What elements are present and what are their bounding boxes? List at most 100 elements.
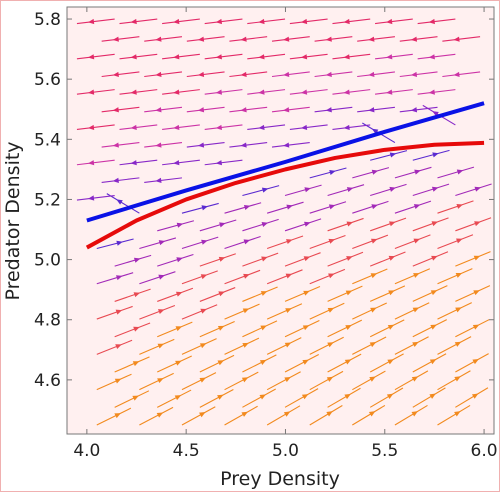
stream-arrow xyxy=(112,107,119,113)
stream-line xyxy=(114,288,151,302)
series-layer xyxy=(85,101,485,250)
stream-line xyxy=(224,303,260,320)
stream-line xyxy=(437,336,472,355)
stream-arrow xyxy=(386,54,393,60)
stream-arrow xyxy=(199,412,206,418)
stream-arrow xyxy=(388,290,395,296)
stream-arrow xyxy=(243,239,251,245)
stream-line xyxy=(352,336,387,355)
stream-arrow xyxy=(456,238,463,244)
stream-line xyxy=(369,285,406,302)
stream-arrow xyxy=(286,239,293,245)
stream-line xyxy=(181,202,219,214)
stream-line xyxy=(394,268,431,285)
stream-arrow xyxy=(156,412,164,418)
stream-line xyxy=(76,89,115,95)
stream-line xyxy=(394,404,428,426)
stream-arrow xyxy=(284,342,292,348)
stream-arrow xyxy=(259,359,267,365)
stream-line xyxy=(332,89,371,95)
y-tick-label: 5.8 xyxy=(34,10,61,30)
stream-line xyxy=(96,407,132,426)
stream-arrow xyxy=(343,18,350,25)
stream-line xyxy=(412,387,446,408)
stream-line xyxy=(412,319,447,338)
stream-arrow xyxy=(410,36,418,42)
stream-line xyxy=(229,142,268,148)
stream-arrow xyxy=(412,307,420,313)
stream-line xyxy=(224,235,261,250)
stream-line xyxy=(369,251,406,267)
stream-line xyxy=(352,234,389,249)
stream-line xyxy=(314,36,353,42)
stream-arrow xyxy=(329,169,336,175)
stream-line xyxy=(139,338,175,355)
stream-arrow xyxy=(240,36,247,42)
stream-arrow xyxy=(260,325,267,331)
stream-arrow xyxy=(87,124,95,130)
stream-line xyxy=(271,142,310,148)
stream-line xyxy=(242,388,276,408)
stream-line xyxy=(204,124,243,131)
stream-arrow xyxy=(261,187,269,193)
stream-arrow xyxy=(411,376,419,382)
stream-line xyxy=(417,18,456,25)
stream-arrow xyxy=(371,204,378,210)
stream-arrow xyxy=(242,308,250,314)
stream-line xyxy=(327,353,362,373)
stream-arrow xyxy=(454,411,461,417)
stream-line xyxy=(204,53,243,60)
stream-arrow xyxy=(87,18,95,25)
stream-line xyxy=(96,373,132,391)
stream-line xyxy=(394,166,432,179)
stream-line xyxy=(327,184,365,197)
stream-arrow xyxy=(302,325,310,331)
stream-arrow xyxy=(472,359,479,365)
stream-arrow xyxy=(300,18,308,25)
stream-arrow xyxy=(258,18,265,25)
stream-arrow xyxy=(175,291,183,297)
stream-arrow xyxy=(176,257,183,263)
stream-arrow xyxy=(173,89,180,95)
stream-line xyxy=(370,150,408,161)
stream-arrow xyxy=(301,394,309,400)
x-tick-label: 5.0 xyxy=(272,441,299,461)
stream-arrow xyxy=(132,361,140,367)
stream-line xyxy=(101,71,140,78)
stream-arrow xyxy=(429,359,437,365)
x-tick-label: 5.5 xyxy=(371,441,398,461)
stream-arrow xyxy=(412,341,419,347)
stream-line xyxy=(266,337,302,355)
stream-arrow xyxy=(283,36,290,42)
stream-line xyxy=(186,36,225,42)
stream-arrow xyxy=(432,111,439,117)
stream-arrow xyxy=(428,89,435,95)
stream-line xyxy=(455,353,489,373)
stream-arrow xyxy=(413,238,421,244)
stream-arrow xyxy=(199,343,207,349)
stream-arrow xyxy=(344,359,352,365)
stream-arrow xyxy=(87,160,95,166)
stream-arrow xyxy=(473,290,480,296)
stream-arrow xyxy=(175,360,182,366)
stream-arrow xyxy=(454,341,462,347)
stream-arrow xyxy=(456,169,464,175)
stream-line xyxy=(199,354,235,373)
stream-arrow xyxy=(217,325,225,331)
stream-arrow xyxy=(130,160,137,166)
stream-line xyxy=(114,356,150,373)
stream-line xyxy=(289,89,328,95)
stream-line xyxy=(437,302,472,320)
stream-arrow xyxy=(199,377,207,383)
stream-line xyxy=(284,286,321,302)
stream-arrow xyxy=(130,18,137,25)
stream-arrow xyxy=(155,142,162,148)
stream-line xyxy=(455,387,489,408)
stream-arrow xyxy=(218,256,226,262)
stream-arrow xyxy=(201,239,208,245)
stream-line xyxy=(370,183,407,197)
stream-arrow xyxy=(327,307,335,313)
stream-arrow xyxy=(173,54,180,60)
stream-arrow xyxy=(474,186,482,192)
stream-arrow xyxy=(158,274,165,280)
